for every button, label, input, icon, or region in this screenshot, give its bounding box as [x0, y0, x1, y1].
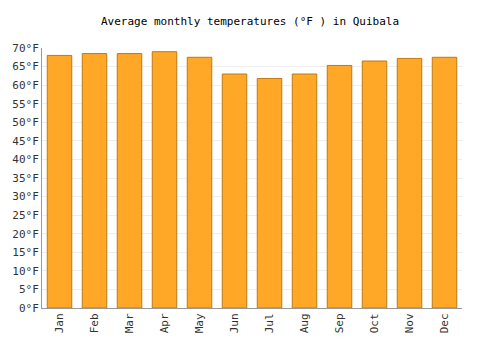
svg-text:Average monthly temperatures (: Average monthly temperatures (°F ) in Qu… — [101, 15, 399, 28]
svg-text:0°F: 0°F — [19, 302, 39, 315]
svg-text:Aug: Aug — [298, 313, 311, 333]
svg-text:Jan: Jan — [53, 313, 66, 333]
svg-text:Sep: Sep — [333, 313, 346, 333]
svg-text:5°F: 5°F — [19, 283, 39, 296]
svg-text:40°F: 40°F — [12, 153, 39, 166]
svg-text:60°F: 60°F — [12, 79, 39, 92]
svg-text:35°F: 35°F — [12, 172, 39, 185]
svg-text:10°F: 10°F — [12, 265, 39, 278]
svg-text:Apr: Apr — [158, 313, 171, 333]
svg-text:Mar: Mar — [123, 313, 136, 333]
svg-text:65°F: 65°F — [12, 60, 39, 73]
svg-text:Dec: Dec — [438, 313, 451, 333]
svg-text:Oct: Oct — [368, 313, 381, 333]
svg-text:Nov: Nov — [403, 313, 416, 333]
svg-text:25°F: 25°F — [12, 209, 39, 222]
svg-text:70°F: 70°F — [12, 42, 39, 55]
svg-text:May: May — [193, 313, 206, 333]
svg-text:Jul: Jul — [263, 313, 276, 333]
svg-text:20°F: 20°F — [12, 228, 39, 241]
svg-text:30°F: 30°F — [12, 190, 39, 203]
svg-text:15°F: 15°F — [12, 246, 39, 259]
svg-text:Feb: Feb — [88, 313, 101, 333]
svg-text:55°F: 55°F — [12, 98, 39, 111]
svg-text:45°F: 45°F — [12, 135, 39, 148]
svg-text:Jun: Jun — [228, 313, 241, 333]
svg-text:50°F: 50°F — [12, 116, 39, 129]
